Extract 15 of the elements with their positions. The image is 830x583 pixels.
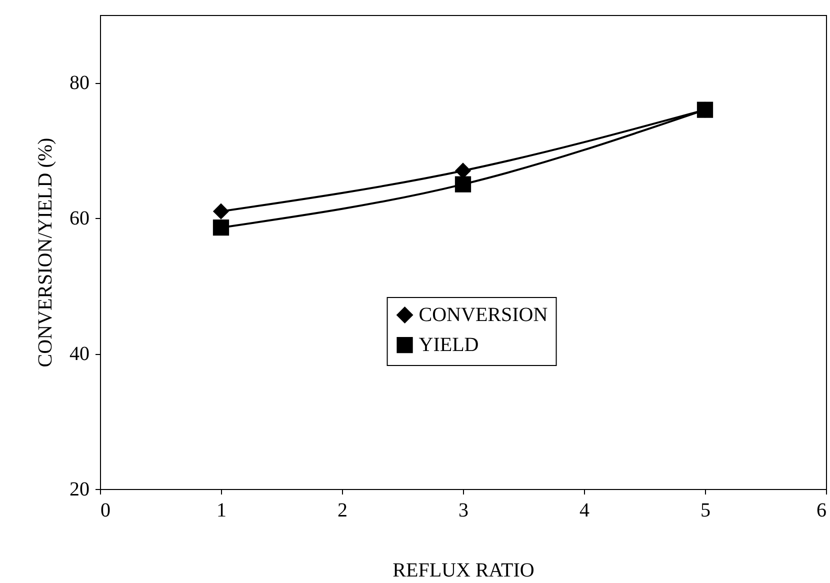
legend-label: YIELD xyxy=(418,334,479,356)
legend-label: CONVERSION xyxy=(418,304,548,326)
x-tick-label: 5 xyxy=(700,500,710,522)
x-tick-label: 1 xyxy=(216,500,226,522)
y-tick-label: 60 xyxy=(70,208,90,230)
x-axis-title: REFLUX RATIO xyxy=(392,560,534,582)
y-axis-title: CONVERSION/YIELD (%) xyxy=(34,138,56,368)
x-tick-label: 3 xyxy=(458,500,468,522)
y-tick-label: 40 xyxy=(70,343,90,366)
x-tick-label: 0 xyxy=(100,500,110,522)
x-tick-label: 6 xyxy=(816,500,826,522)
x-tick-label: 4 xyxy=(580,500,590,522)
y-tick-label: 20 xyxy=(70,478,90,500)
y-tick-label: 80 xyxy=(70,72,90,94)
x-tick-label: 2 xyxy=(338,500,348,522)
